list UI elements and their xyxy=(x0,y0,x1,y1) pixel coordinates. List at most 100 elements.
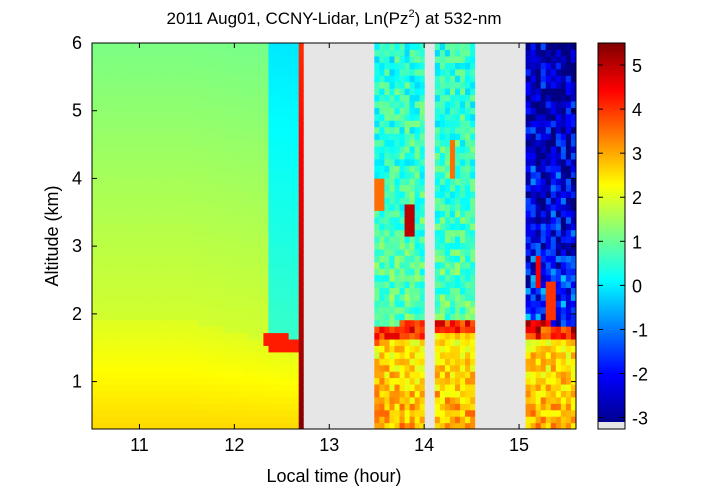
heatmap-cell xyxy=(228,268,234,276)
heatmap-cell xyxy=(460,332,466,340)
no-data-cell xyxy=(429,274,436,282)
heatmap-cell xyxy=(419,383,426,391)
heatmap-cell xyxy=(197,100,204,108)
heatmap-cell xyxy=(389,171,396,179)
no-data-cell xyxy=(359,229,365,237)
heatmap-cell xyxy=(389,383,396,391)
heatmap-cell xyxy=(414,287,421,295)
heatmap-cell xyxy=(172,165,179,173)
heatmap-cell xyxy=(192,383,199,391)
heatmap-cell xyxy=(379,338,386,346)
no-data-cell xyxy=(344,396,350,404)
heatmap-cell xyxy=(439,358,446,366)
no-data-cell xyxy=(313,261,320,269)
heatmap-cell xyxy=(399,94,406,102)
no-data-cell xyxy=(339,94,345,102)
heatmap-cell xyxy=(293,409,300,417)
no-data-cell xyxy=(495,319,501,327)
no-data-cell xyxy=(334,152,340,160)
no-data-cell xyxy=(334,100,340,108)
heatmap-cell xyxy=(207,203,214,211)
heatmap-cell xyxy=(273,274,280,282)
heatmap-cell xyxy=(233,326,239,334)
heatmap-cell xyxy=(172,94,179,102)
heatmap-cell xyxy=(273,364,280,372)
heatmap-cell xyxy=(414,216,421,224)
no-data-cell xyxy=(318,338,325,346)
heatmap-cell xyxy=(298,293,305,301)
heatmap-cell xyxy=(268,390,275,398)
no-data-cell xyxy=(344,113,350,121)
no-data-cell xyxy=(313,133,320,141)
heatmap-cell xyxy=(107,190,113,198)
heatmap-cell xyxy=(107,178,113,186)
no-data-cell xyxy=(480,377,486,385)
heatmap-cell xyxy=(248,377,254,385)
no-data-cell xyxy=(495,178,501,186)
heatmap-cell xyxy=(379,184,386,192)
heatmap-cell xyxy=(117,203,123,211)
heatmap-cell xyxy=(213,268,219,276)
heatmap-cell xyxy=(102,306,108,314)
no-data-cell xyxy=(500,88,507,96)
heatmap-cell xyxy=(243,351,249,359)
heatmap-cell xyxy=(107,158,113,166)
heatmap-cell xyxy=(197,210,204,218)
heatmap-cell xyxy=(374,422,380,429)
no-data-cell xyxy=(369,171,375,179)
heatmap-cell xyxy=(223,409,229,417)
no-data-cell xyxy=(328,255,335,263)
no-data-cell xyxy=(318,88,325,96)
heatmap-cell xyxy=(449,184,456,192)
no-data-cell xyxy=(490,377,496,385)
heatmap-cell xyxy=(172,261,179,269)
heatmap-cell xyxy=(157,281,164,289)
heatmap-cell xyxy=(182,396,189,404)
heatmap-cell xyxy=(444,197,451,205)
heatmap-cell xyxy=(268,396,275,404)
heatmap-cell xyxy=(223,75,229,83)
heatmap-cell xyxy=(192,88,199,96)
heatmap-cell xyxy=(223,422,229,429)
no-data-cell xyxy=(429,216,436,224)
heatmap-cell xyxy=(243,68,249,76)
heatmap-cell xyxy=(263,197,270,205)
heatmap-cell xyxy=(127,145,133,153)
no-data-cell xyxy=(424,396,431,404)
heatmap-cell xyxy=(374,152,380,160)
heatmap-cell xyxy=(419,351,426,359)
no-data-cell xyxy=(505,422,512,429)
no-data-cell xyxy=(500,332,507,340)
heatmap-cell xyxy=(409,190,416,198)
no-data-cell xyxy=(475,62,481,70)
no-data-cell xyxy=(354,171,360,179)
heatmap-cell xyxy=(283,338,290,346)
no-data-cell xyxy=(349,133,355,141)
heatmap-cell xyxy=(258,43,265,51)
no-data-cell xyxy=(485,216,491,224)
heatmap-cell xyxy=(228,416,234,424)
no-data-cell xyxy=(344,120,350,128)
heatmap-cell xyxy=(137,383,144,391)
heatmap-cell xyxy=(172,248,179,256)
heatmap-cell xyxy=(283,126,290,134)
no-data-cell xyxy=(485,81,491,89)
heatmap-cell xyxy=(288,248,295,256)
heatmap-cell xyxy=(172,178,179,186)
heatmap-cell xyxy=(233,236,239,244)
heatmap-cell xyxy=(132,49,138,57)
no-data-cell xyxy=(480,422,486,429)
heatmap-cell xyxy=(434,81,441,89)
no-data-cell xyxy=(334,229,340,237)
heatmap-cell xyxy=(268,184,275,192)
no-data-cell xyxy=(328,152,335,160)
heatmap-cell xyxy=(460,223,466,231)
heatmap-cell xyxy=(278,416,285,424)
no-data-cell xyxy=(344,49,350,57)
no-data-cell xyxy=(344,422,350,429)
heatmap-cell xyxy=(288,261,295,269)
no-data-cell xyxy=(429,178,436,186)
heatmap-cell xyxy=(117,55,123,63)
heatmap-cell xyxy=(182,242,189,250)
heatmap-cell xyxy=(147,145,154,153)
